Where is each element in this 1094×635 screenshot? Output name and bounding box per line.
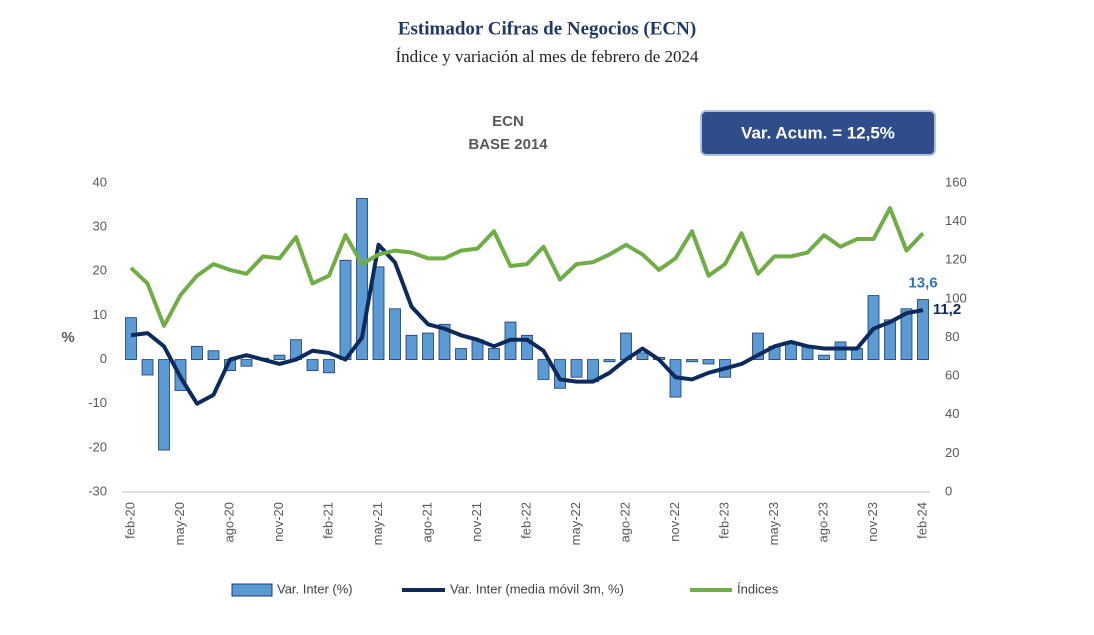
bar bbox=[455, 348, 467, 360]
x-tick-label: may-20 bbox=[172, 502, 187, 545]
bar bbox=[554, 359, 566, 389]
bar bbox=[603, 359, 616, 363]
x-tick-label: may-21 bbox=[370, 502, 385, 545]
x-tick-label: feb-22 bbox=[518, 502, 533, 539]
y2-tick-label: 120 bbox=[945, 252, 967, 267]
chart-subtitle: Índice y variación al mes de febrero de … bbox=[395, 47, 699, 66]
x-tick-label: may-23 bbox=[766, 502, 781, 545]
bar bbox=[537, 359, 550, 380]
x-tick-label: nov-23 bbox=[865, 502, 880, 542]
y2-tick-label: 40 bbox=[945, 406, 959, 421]
chart-heading: ECN bbox=[492, 113, 524, 130]
x-tick-label: ago-23 bbox=[815, 502, 830, 542]
x-tick-label: feb-20 bbox=[122, 502, 137, 539]
legend-label: Var. Inter (%) bbox=[277, 581, 353, 596]
y-tick-label: 30 bbox=[93, 219, 107, 234]
bar bbox=[521, 334, 533, 360]
bar bbox=[405, 334, 418, 360]
bar bbox=[207, 350, 220, 360]
y-tick-label: 0 bbox=[100, 351, 107, 366]
legend-label: Índices bbox=[737, 581, 779, 596]
y-tick-label: -10 bbox=[88, 395, 107, 410]
x-tick-label: feb-24 bbox=[914, 502, 929, 539]
x-tick-label: ago-20 bbox=[221, 502, 236, 542]
bar bbox=[422, 332, 434, 360]
bar bbox=[240, 359, 253, 367]
x-tick-label: ago-21 bbox=[419, 502, 434, 542]
data-label: 11,2 bbox=[933, 301, 961, 318]
bar bbox=[372, 266, 385, 360]
bar bbox=[636, 352, 649, 360]
y-tick-label: -30 bbox=[88, 483, 107, 498]
line bbox=[129, 206, 925, 328]
x-tick-label: may-22 bbox=[568, 502, 583, 545]
bar bbox=[306, 359, 319, 372]
chart-heading: BASE 2014 bbox=[468, 136, 548, 153]
line bbox=[130, 242, 924, 406]
bar bbox=[389, 308, 401, 360]
bar bbox=[141, 359, 154, 376]
x-tick-label: feb-21 bbox=[320, 502, 335, 539]
bar bbox=[438, 323, 451, 360]
bar bbox=[158, 359, 170, 451]
data-label: 13,6 bbox=[908, 275, 937, 292]
bar bbox=[702, 359, 715, 365]
y-tick-label: 10 bbox=[93, 307, 107, 322]
bar bbox=[339, 259, 352, 360]
y2-tick-label: 60 bbox=[945, 368, 959, 383]
x-tick-label: feb-23 bbox=[716, 502, 731, 539]
y2-tick-label: 140 bbox=[945, 213, 967, 228]
bar bbox=[191, 345, 203, 360]
y-tick-label: 40 bbox=[93, 174, 107, 189]
x-tick-label: nov-20 bbox=[271, 502, 286, 542]
y2-tick-label: 20 bbox=[945, 445, 959, 460]
bar bbox=[884, 319, 896, 360]
bar bbox=[834, 341, 847, 360]
y-tick-label: -20 bbox=[88, 439, 107, 454]
bar bbox=[125, 317, 137, 360]
y-axis-label: % bbox=[61, 329, 74, 346]
y2-tick-label: 100 bbox=[945, 290, 967, 305]
annotation-box bbox=[700, 110, 936, 156]
y2-tick-label: 0 bbox=[945, 483, 952, 498]
bar bbox=[356, 198, 368, 360]
bar bbox=[917, 299, 929, 360]
annotation: Var. Acum. = 12,5% bbox=[741, 123, 895, 142]
y2-tick-label: 80 bbox=[945, 329, 959, 344]
bar bbox=[570, 359, 583, 378]
legend-label: Var. Inter (media móvil 3m, %) bbox=[450, 581, 624, 596]
legend-swatch bbox=[231, 583, 273, 597]
bar bbox=[273, 354, 286, 360]
chart-title: Estimador Cifras de Negocios (ECN) bbox=[398, 18, 696, 39]
y-tick-label: 20 bbox=[93, 263, 107, 278]
bar bbox=[818, 354, 830, 360]
bar bbox=[900, 308, 913, 360]
bar bbox=[752, 332, 764, 360]
bar bbox=[488, 348, 500, 360]
y2-tick-label: 160 bbox=[945, 174, 967, 189]
bar bbox=[323, 359, 335, 374]
x-tick-label: ago-22 bbox=[617, 502, 632, 542]
bar bbox=[686, 359, 698, 363]
x-tick-label: nov-21 bbox=[469, 502, 484, 542]
x-tick-label: nov-22 bbox=[667, 502, 682, 542]
